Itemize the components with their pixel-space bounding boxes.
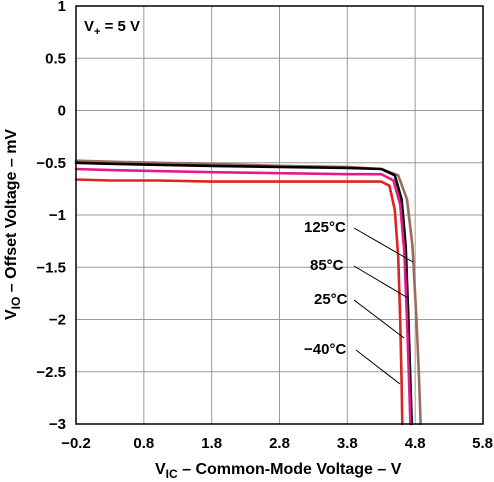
x-tick-label: 2.8 — [269, 435, 290, 452]
y-tick-label: −2 — [49, 312, 66, 329]
x-title-sub: IC — [166, 467, 178, 481]
x-tick-label: 0.8 — [133, 435, 154, 452]
series-layer — [74, 159, 422, 426]
y-tick-label: −3 — [49, 416, 66, 433]
x-tick-label: 3.8 — [337, 435, 358, 452]
y-tick-label: 0.5 — [45, 50, 66, 67]
y-title-rest: – Offset Voltage – mV — [3, 129, 20, 297]
y-tick-label: 1 — [58, 0, 66, 15]
series-label: 85°C — [310, 257, 344, 274]
series-line-1 — [74, 161, 414, 426]
x-title-main: V — [155, 461, 166, 478]
note-main: V — [84, 18, 94, 35]
y-tick-label: −0.5 — [36, 155, 66, 172]
series-label: 25°C — [314, 291, 348, 308]
series-label: 125°C — [304, 219, 346, 236]
note-sub: + — [94, 26, 100, 38]
y-tick-label: −2.5 — [36, 364, 66, 381]
x-title-rest: – Common-Mode Voltage – V — [178, 461, 402, 478]
y-tick-labels: 1 0.5 0 −0.5 −1 −1.5 −2 −2.5 −3 — [36, 0, 66, 433]
x-tick-label: −0.2 — [61, 435, 91, 452]
y-tick-label: −1.5 — [36, 259, 66, 276]
x-axis-title: VIC – Common-Mode Voltage – V — [155, 461, 402, 481]
series-label: −40°C — [304, 341, 346, 358]
leader-line — [353, 227, 414, 263]
plot-frame — [75, 5, 484, 425]
x-tick-labels: −0.2 0.8 1.8 2.8 3.8 4.8 5.8 — [61, 435, 493, 452]
y-title-main: V — [3, 309, 20, 320]
x-tick-label: 5.8 — [472, 435, 493, 452]
y-tick-label: −1 — [49, 207, 66, 224]
x-tick-label: 1.8 — [201, 435, 222, 452]
leader-line — [355, 349, 401, 385]
supply-voltage-note: V+ = 5 V — [84, 18, 140, 38]
series-line-3 — [74, 178, 404, 426]
leader-line — [353, 265, 409, 299]
annotations: 125°C 85°C 25°C −40°C — [304, 219, 414, 385]
note-rest: = 5 V — [100, 18, 140, 35]
leader-line — [353, 299, 405, 339]
x-tick-label: 4.8 — [405, 435, 426, 452]
y-title-sub: IO — [9, 297, 23, 310]
series-line-2 — [74, 167, 412, 426]
y-tick-label: 0 — [58, 103, 66, 120]
y-axis-title: VIO – Offset Voltage – mV — [3, 129, 23, 320]
